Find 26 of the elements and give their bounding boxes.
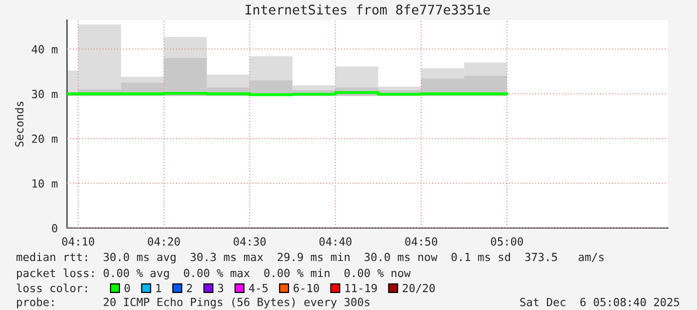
text: packet loss: 0.00 % avg 0.00 % max 0.00 % min 0.00 % now	[17, 268, 411, 280]
x-tick-label: 04:30	[234, 237, 266, 246]
legend-label: 11-19	[345, 284, 377, 292]
x-tick-label: 04:40	[319, 237, 352, 246]
legend-label: 1	[156, 284, 161, 292]
legend-label: 20/20	[402, 284, 435, 294]
text: Sat Dec 6 05:08:40 2025	[520, 298, 680, 306]
x-tick-label: 04:50	[405, 237, 438, 246]
y-tick-label: 30 m	[32, 90, 58, 98]
legend-label: 3	[218, 284, 224, 292]
legend-label: 6-10	[294, 284, 319, 292]
y-tick-label: 20 m	[32, 134, 58, 143]
x-tick-label: 04:20	[148, 237, 180, 246]
y-tick-label: 10 m	[32, 179, 58, 188]
legend-label: 0	[124, 284, 130, 292]
text: median rtt: 30.0 ms avg 30.3 ms max 29.9 ms min 30.0 ms now 0.1 ms sd 373.5 am/s	[16, 252, 604, 264]
y-tick-label: 40 m	[32, 45, 58, 54]
y-tick-label: 0	[52, 224, 58, 232]
legend-title: loss color:	[16, 284, 87, 292]
x-tick-label: 05:00	[490, 237, 523, 246]
y-axis-title: Seconds	[14, 102, 24, 147]
legend-label: 4-5	[248, 284, 268, 292]
text: probe: 20 ICMP Echo Pings (56 Bytes) every 300s	[17, 298, 370, 308]
legend-label: 2	[186, 284, 192, 292]
chart-title: InternetSites from 8fe777e3351e	[246, 4, 490, 15]
x-tick-label: 04:10	[62, 237, 94, 246]
